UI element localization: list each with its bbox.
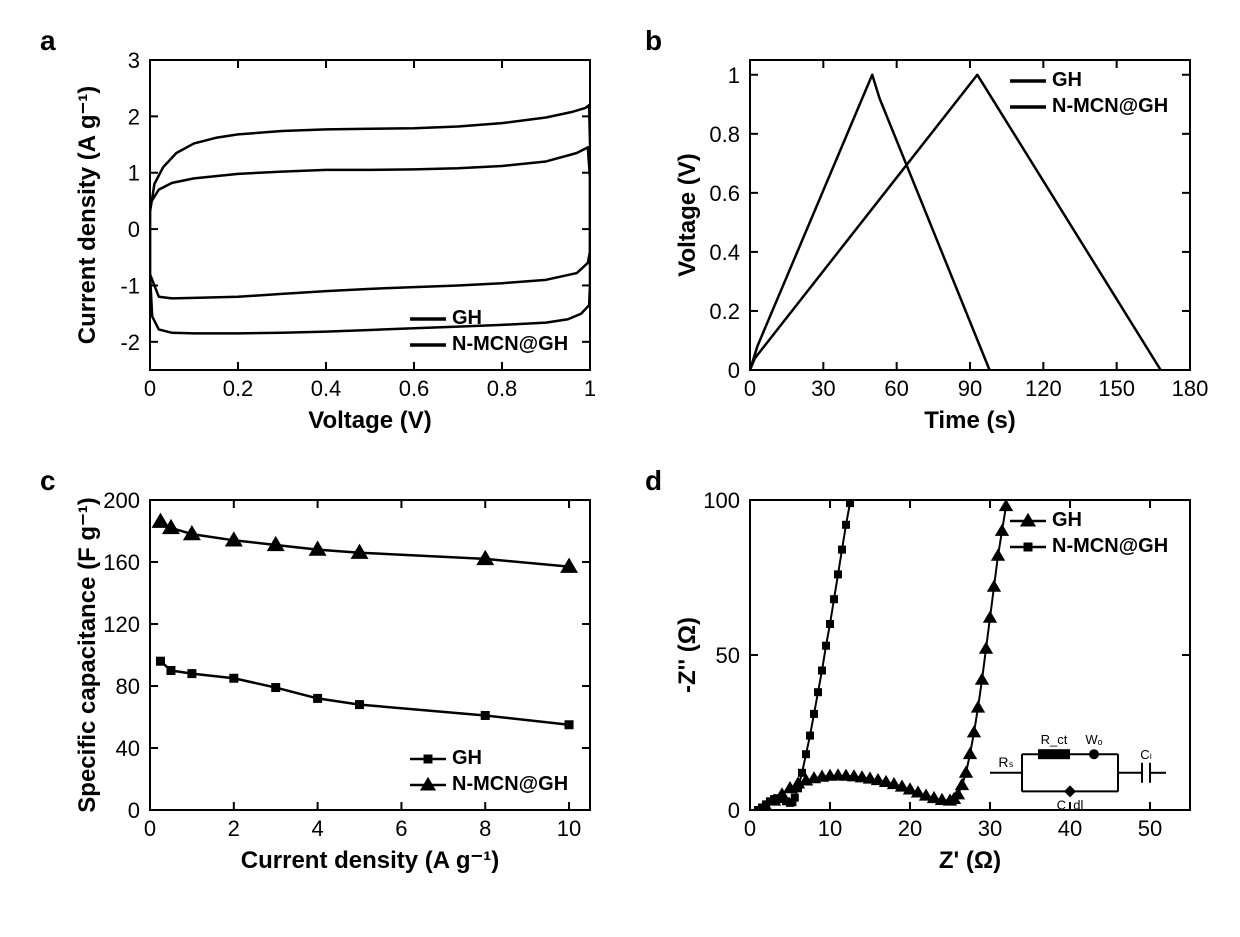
svg-text:0: 0: [728, 798, 740, 823]
svg-text:200: 200: [103, 488, 140, 513]
svg-text:0.8: 0.8: [709, 122, 740, 147]
svg-text:4: 4: [311, 816, 323, 841]
svg-text:50: 50: [1138, 816, 1162, 841]
svg-text:GH: GH: [452, 307, 482, 329]
svg-text:10: 10: [818, 816, 842, 841]
svg-text:-Z'' (Ω): -Z'' (Ω): [674, 617, 701, 693]
panel-a-chart: 0 0.2 0.4 0.6 0.8 1 -2 -1 0 1 2 3 Voltage (V) Current…: [60, 35, 620, 455]
svg-text:60: 60: [884, 376, 908, 401]
svg-text:120: 120: [1025, 376, 1062, 401]
panel-c-chart: 0 2 4 6 8 10 0 40 80 120 160 200 Current density (A …: [60, 475, 620, 895]
panel-d-chart: 0 10 20 30 40 50 0 50 100 Z' (Ω) -Z'' (Ω) GH N-MCN@G…: [660, 475, 1220, 895]
svg-text:30: 30: [811, 376, 835, 401]
svg-text:1: 1: [584, 376, 596, 401]
svg-text:Time (s): Time (s): [924, 407, 1016, 434]
svg-text:0.4: 0.4: [311, 376, 342, 401]
svg-text:Voltage (V): Voltage (V): [674, 153, 701, 277]
svg-text:0.8: 0.8: [487, 376, 518, 401]
svg-text:0.2: 0.2: [709, 299, 740, 324]
svg-text:1: 1: [128, 161, 140, 186]
svg-text:0: 0: [728, 358, 740, 383]
svg-text:40: 40: [116, 736, 140, 761]
svg-text:150: 150: [1098, 376, 1135, 401]
svg-text:N-MCN@GH: N-MCN@GH: [452, 333, 568, 355]
svg-text:120: 120: [103, 612, 140, 637]
svg-text:160: 160: [103, 550, 140, 575]
svg-text:Rₛ: Rₛ: [998, 754, 1013, 770]
panel-label-c: c: [40, 465, 56, 497]
svg-text:0: 0: [144, 376, 156, 401]
svg-text:Specific capacitance (F g⁻¹): Specific capacitance (F g⁻¹): [74, 497, 101, 812]
svg-text:3: 3: [128, 48, 140, 73]
svg-text:Current density (A g⁻¹): Current density (A g⁻¹): [241, 847, 499, 874]
svg-text:Wₒ: Wₒ: [1085, 732, 1102, 747]
svg-text:GH: GH: [452, 747, 482, 769]
svg-text:0.4: 0.4: [709, 240, 740, 265]
svg-text:0.6: 0.6: [399, 376, 430, 401]
svg-text:90: 90: [958, 376, 982, 401]
svg-text:180: 180: [1172, 376, 1209, 401]
svg-text:20: 20: [898, 816, 922, 841]
svg-text:0: 0: [144, 816, 156, 841]
svg-text:6: 6: [395, 816, 407, 841]
svg-text:8: 8: [479, 816, 491, 841]
svg-text:Current density (A g⁻¹): Current density (A g⁻¹): [74, 86, 101, 344]
svg-text:1: 1: [728, 63, 740, 88]
svg-text:100: 100: [703, 488, 740, 513]
svg-text:Cₗ: Cₗ: [1140, 747, 1152, 762]
panel-label-a: a: [40, 25, 56, 57]
svg-text:30: 30: [978, 816, 1002, 841]
svg-text:N-MCN@GH: N-MCN@GH: [1052, 95, 1168, 117]
svg-text:0: 0: [128, 217, 140, 242]
svg-text:10: 10: [557, 816, 581, 841]
svg-text:Voltage (V): Voltage (V): [308, 407, 432, 434]
svg-text:GH: GH: [1052, 509, 1082, 531]
svg-text:-1: -1: [120, 273, 140, 298]
svg-text:2: 2: [228, 816, 240, 841]
svg-text:40: 40: [1058, 816, 1082, 841]
panel-b-chart: 0 30 60 90 120 150 180 0 0.2 0.4 0.6 0.8 1 Time (s) Vo…: [660, 35, 1220, 455]
svg-text:Z' (Ω): Z' (Ω): [939, 847, 1001, 874]
svg-text:0: 0: [744, 376, 756, 401]
svg-text:80: 80: [116, 674, 140, 699]
svg-text:0.6: 0.6: [709, 181, 740, 206]
svg-text:GH: GH: [1052, 69, 1082, 91]
svg-text:0: 0: [744, 816, 756, 841]
svg-text:N-MCN@GH: N-MCN@GH: [452, 773, 568, 795]
svg-text:2: 2: [128, 104, 140, 129]
svg-text:50: 50: [716, 643, 740, 668]
svg-text:0.2: 0.2: [223, 376, 254, 401]
svg-text:0: 0: [128, 798, 140, 823]
svg-text:R_ct: R_ct: [1041, 732, 1068, 747]
svg-text:N-MCN@GH: N-MCN@GH: [1052, 535, 1168, 557]
figure: a b c d 00.20.40.60.81-2-10123Voltage (V…: [20, 20, 1220, 917]
svg-text:-2: -2: [120, 330, 140, 355]
